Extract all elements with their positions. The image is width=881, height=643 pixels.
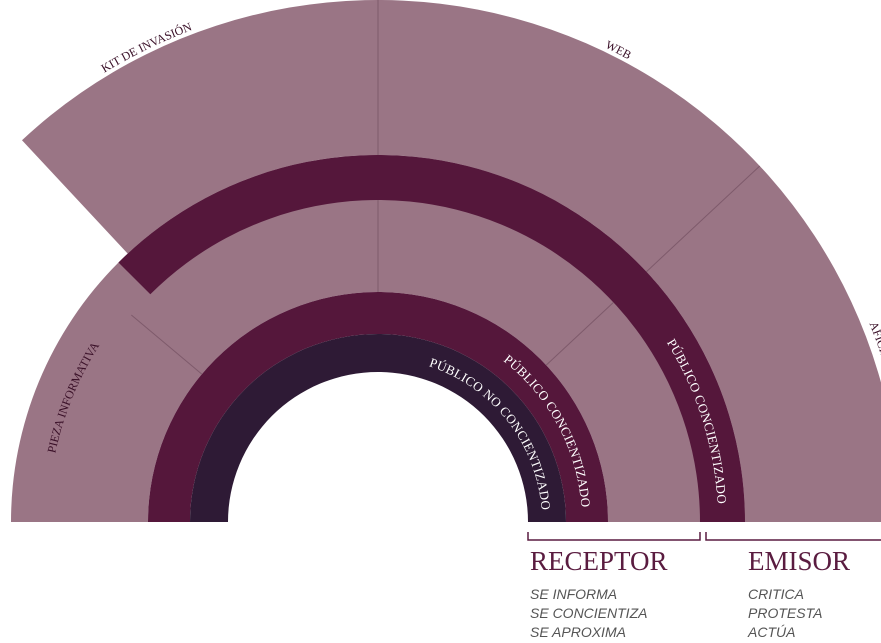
group-item: ACTÚA (747, 624, 795, 640)
group-item: SE INFORMA (530, 586, 617, 602)
group-item: CRITICA (748, 586, 804, 602)
group-item: SE APROXIMA (530, 624, 626, 640)
divider (131, 314, 203, 375)
ring (118, 154, 745, 522)
group-title: RECEPTOR (530, 546, 668, 576)
segment (21, 0, 881, 522)
ring (190, 334, 566, 522)
divider (646, 165, 761, 273)
bracket (705, 532, 881, 541)
bracket (527, 532, 701, 541)
ring (148, 292, 608, 522)
group-item: SE CONCIENTIZA (530, 605, 647, 621)
group-item: PROTESTA (748, 605, 822, 621)
group-title: EMISOR (748, 546, 850, 576)
divider (545, 302, 614, 366)
